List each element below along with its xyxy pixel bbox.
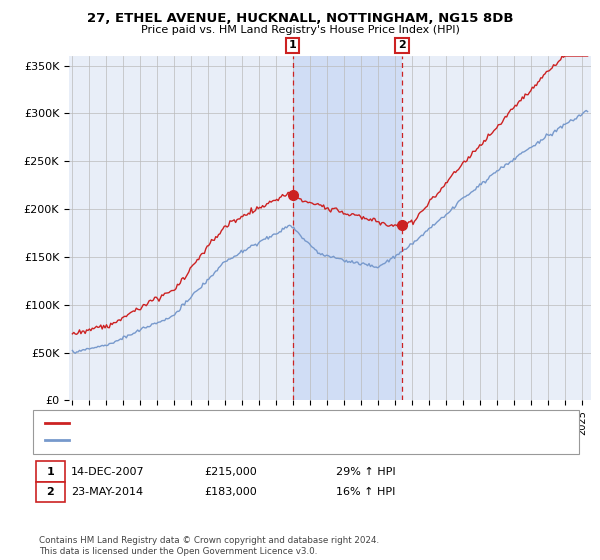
Text: 1: 1 xyxy=(289,40,296,50)
Text: 27, ETHEL AVENUE, HUCKNALL, NOTTINGHAM, NG15 8DB: 27, ETHEL AVENUE, HUCKNALL, NOTTINGHAM, … xyxy=(87,12,513,25)
Text: 2: 2 xyxy=(47,487,54,497)
Text: £215,000: £215,000 xyxy=(204,466,257,477)
Text: Price paid vs. HM Land Registry's House Price Index (HPI): Price paid vs. HM Land Registry's House … xyxy=(140,25,460,35)
Text: £183,000: £183,000 xyxy=(204,487,257,497)
Text: 29% ↑ HPI: 29% ↑ HPI xyxy=(336,466,395,477)
Bar xyxy=(293,56,402,400)
Text: 27, ETHEL AVENUE, HUCKNALL, NOTTINGHAM, NG15 8DB (detached house): 27, ETHEL AVENUE, HUCKNALL, NOTTINGHAM, … xyxy=(75,418,453,428)
Text: Contains HM Land Registry data © Crown copyright and database right 2024.
This d: Contains HM Land Registry data © Crown c… xyxy=(39,536,379,556)
Text: 16% ↑ HPI: 16% ↑ HPI xyxy=(336,487,395,497)
Text: 2: 2 xyxy=(398,40,406,50)
Text: HPI: Average price, detached house, Ashfield: HPI: Average price, detached house, Ashf… xyxy=(75,435,300,445)
Text: 23-MAY-2014: 23-MAY-2014 xyxy=(71,487,143,497)
Text: 1: 1 xyxy=(47,466,54,477)
Text: 14-DEC-2007: 14-DEC-2007 xyxy=(71,466,145,477)
